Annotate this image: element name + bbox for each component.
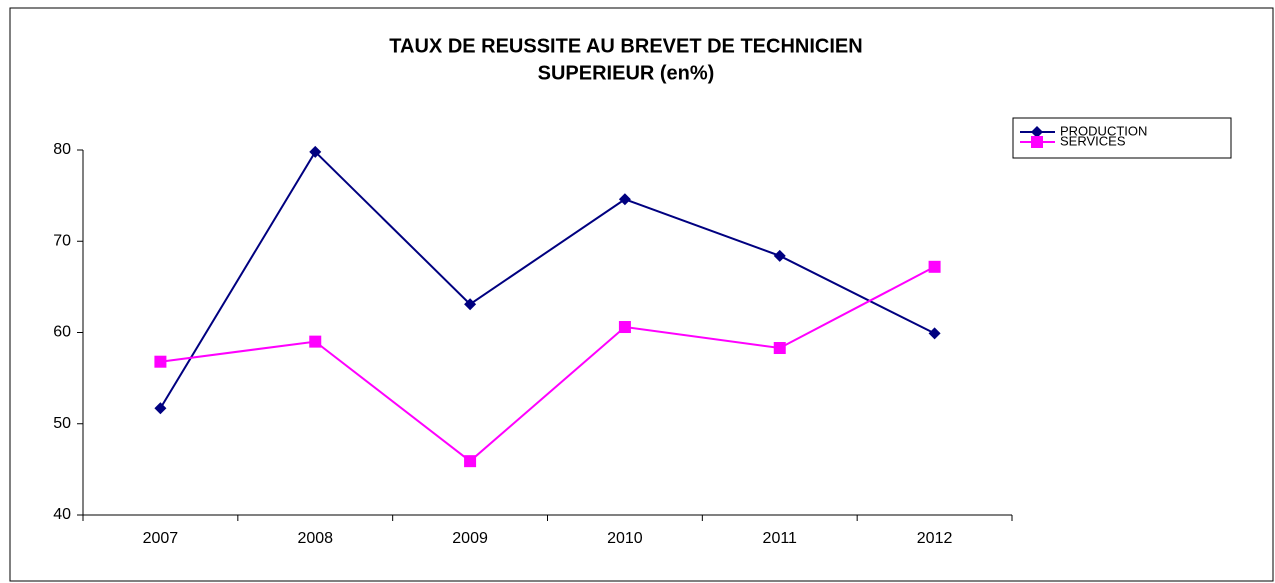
legend-box [1012, 117, 1232, 159]
y-tick-label: 50 [53, 415, 71, 432]
point [618, 321, 631, 334]
legend-label: SERVICES [1060, 133, 1126, 148]
point [773, 342, 786, 355]
point [773, 249, 786, 262]
x-tick-label: 2012 [917, 530, 953, 547]
point [928, 327, 941, 340]
y-tick-label: 80 [53, 141, 71, 158]
point [1031, 126, 1043, 138]
point [309, 335, 322, 348]
x-tick-label: 2011 [763, 530, 798, 547]
y-tick-label: 60 [53, 324, 71, 341]
point [154, 402, 167, 415]
point [464, 455, 477, 468]
point [928, 260, 941, 273]
chart-title: SUPERIEUR (en%) [538, 62, 715, 84]
series-line [159, 150, 936, 409]
x-tick-label: 2007 [143, 530, 179, 547]
point [464, 298, 477, 311]
point [618, 193, 631, 206]
y-tick-label: 70 [53, 232, 71, 249]
chart-frame [9, 7, 1274, 582]
series-line [160, 265, 936, 463]
point [154, 355, 167, 368]
point [309, 145, 322, 158]
chart-title: TAUX DE REUSSITE AU BREVET DE TECHNICIEN [389, 35, 862, 57]
point [1031, 136, 1043, 148]
y-tick-label: 40 [53, 506, 71, 523]
x-tick-label: 2010 [607, 530, 643, 547]
x-tick-label: 2009 [452, 530, 488, 547]
legend-label: PRODUCTION [1060, 123, 1147, 138]
x-tick-label: 2008 [297, 530, 333, 547]
